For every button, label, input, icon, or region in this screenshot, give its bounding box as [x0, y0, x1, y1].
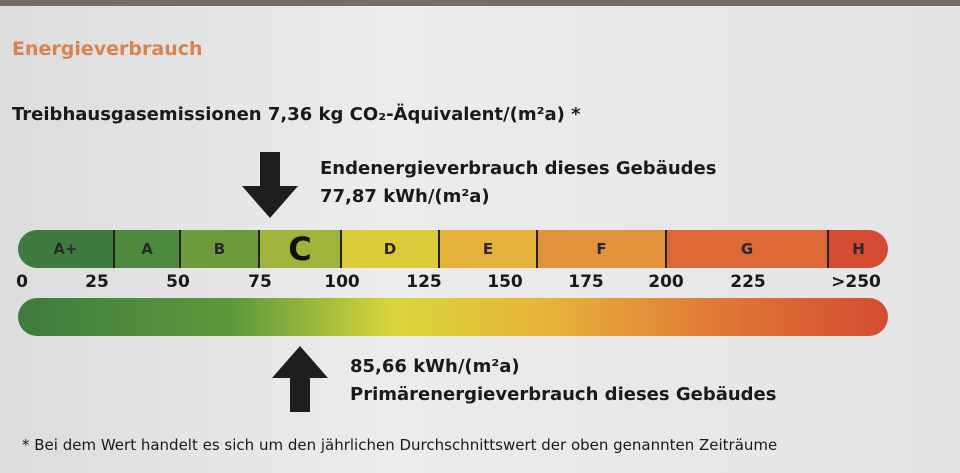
scale-tick: 175	[568, 272, 604, 292]
efficiency-class-bar: A+ A B C D E F G H	[18, 230, 888, 268]
scale-tick: 150	[487, 272, 523, 292]
primary-energy-gradient-bar	[18, 298, 888, 336]
scale-tick: >250	[831, 272, 881, 292]
class-segment-h: H	[829, 230, 888, 268]
scale-tick: 200	[648, 272, 684, 292]
footnote: * Bei dem Wert handelt es sich um den jä…	[22, 436, 778, 454]
scale-tick: 50	[166, 272, 190, 292]
class-segment-f: F	[538, 230, 667, 268]
scale-tick: 0	[16, 272, 28, 292]
final-energy-label: Endenergieverbrauch dieses Gebäudes	[320, 158, 717, 179]
final-energy-value: 77,87 kWh/(m²a)	[320, 186, 490, 207]
scale-tick: 125	[406, 272, 442, 292]
scale-tick: 100	[324, 272, 360, 292]
scale-tick: 225	[730, 272, 766, 292]
class-segment-aplus: A+	[18, 230, 115, 268]
primary-energy-label: Primärenergieverbrauch dieses Gebäudes	[350, 384, 777, 405]
scale-tick: 75	[248, 272, 272, 292]
class-segment-b: B	[181, 230, 260, 268]
scale-tick: 25	[85, 272, 109, 292]
arrow-up-icon	[272, 346, 328, 412]
scale-ticks: 0 25 50 75 100 125 150 175 200 225 >250	[0, 272, 960, 296]
ghg-emissions: Treibhausgasemissionen 7,36 kg CO₂-Äquiv…	[12, 104, 581, 125]
class-segment-c: C	[260, 230, 342, 268]
class-segment-d: D	[342, 230, 440, 268]
primary-energy-value: 85,66 kWh/(m²a)	[350, 356, 520, 377]
arrow-down-icon	[242, 152, 298, 218]
class-segment-a: A	[115, 230, 181, 268]
top-border	[0, 0, 960, 6]
class-segment-e: E	[440, 230, 538, 268]
class-segment-g: G	[667, 230, 829, 268]
section-title: Energieverbrauch	[12, 38, 203, 60]
